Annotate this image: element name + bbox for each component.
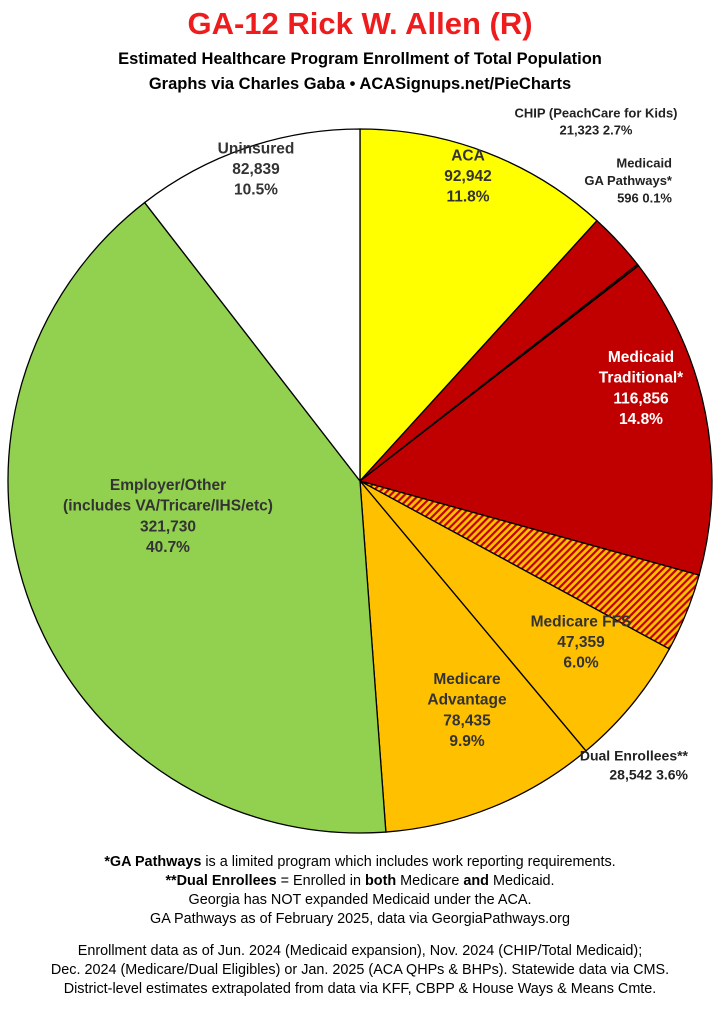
source-line-2: Dec. 2024 (Medicare/Dual Eligibles) or J… [50,962,670,978]
pie-slice-employer-other-includes-va-tricare-ihs-etc [7,201,387,834]
slice-label-medicare-ffs: Medicare FFS 47,359 6.0% [531,613,632,671]
pie-slice-aca [359,128,598,483]
slice-label-employer-other-includes-va-tricare-ihs-etc: Employer/Other (includes VA/Tricare/IHS/e… [63,477,273,556]
slice-label-chip-peachcare-for-kids: CHIP (PeachCare for Kids) 21,323 2.7% [514,105,677,137]
source-line-1: Enrollment data as of Jun. 2024 (Medicai… [77,943,643,959]
chart-credit: Graphs via Charles Gaba • ACASignups.net… [148,75,572,93]
source-line-3: District-level estimates extrapolated fr… [63,981,657,997]
chart-title: GA-12 Rick W. Allen (R) [187,6,533,41]
footnote-expansion: Georgia has NOT expanded Medicaid under … [188,892,532,908]
slice-label-aca: ACA 92,942 11.8% [444,147,491,205]
source-notes: Enrollment data as of Jun. 2024 (Medicai… [0,942,720,999]
footnotes: *GA Pathways is a limited program which … [0,853,720,929]
footnote-pathways-date: GA Pathways as of February 2025, data vi… [150,911,570,927]
footnote-dual-enrollees: **Dual Enrollees = Enrolled in both Medi… [165,873,555,889]
chart-subtitle: Estimated Healthcare Program Enrollment … [118,50,602,68]
slice-label-medicare-advantage: Medicare Advantage 78,435 9.9% [427,671,507,750]
pie-svg: ACA 92,942 11.8% CHIP (PeachCare for Kids) 2… [7,105,713,834]
slice-label-dual-enrollees: Dual Enrollees** 28,542 3.6% [580,748,689,783]
slice-label-medicaid-ga-pathways: Medicaid GA Pathways* 596 0.1% [584,156,673,206]
pie-slice-medicaid-traditional [358,264,713,576]
slice-label-uninsured: Uninsured 82,839 10.5% [218,140,295,198]
pie-slice-medicare-ffs [359,480,671,752]
slice-label-medicaid-traditional: Medicaid Traditional* 116,856 14.8% [599,349,684,428]
pie-chart: ACA 92,942 11.8% CHIP (PeachCare for Kids) 2… [7,105,713,834]
footnote-ga-pathways: *GA Pathways is a limited program which … [104,854,616,870]
pie-slice-uninsured [143,128,361,483]
pie-slice-medicare-advantage [359,479,587,833]
